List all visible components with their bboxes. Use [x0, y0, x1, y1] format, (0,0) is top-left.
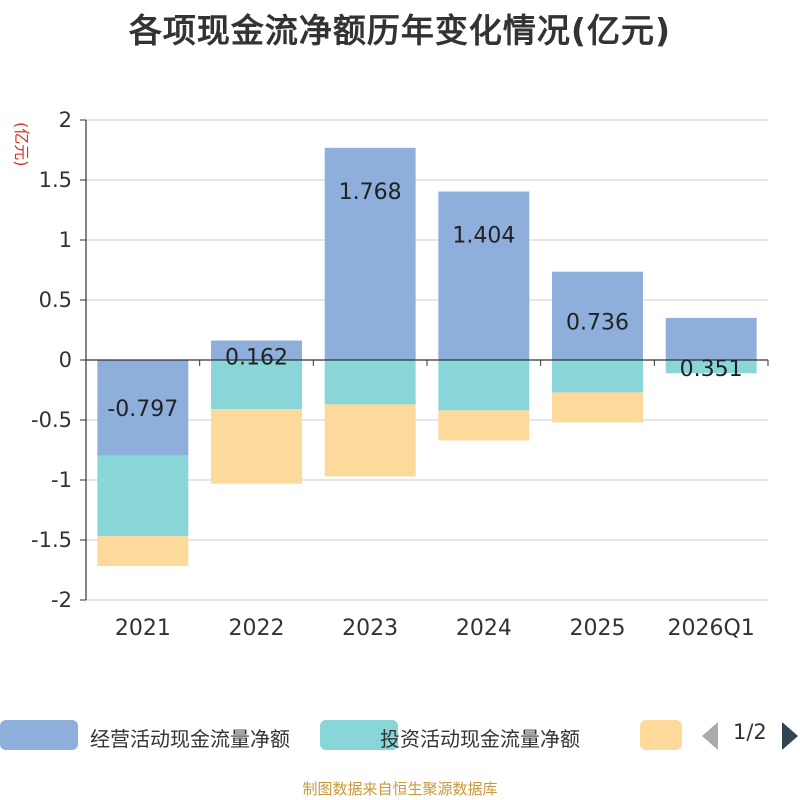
y-tick-label: -2 [51, 588, 72, 612]
y-tick-label: 1.5 [39, 168, 72, 192]
bar-s2-2025 [552, 392, 643, 423]
bar-s1-2026Q1 [665, 360, 757, 374]
legend-label-operating: 经营活动现金流量净额 [90, 727, 290, 751]
legend-page-indicator: 1/2 [733, 720, 767, 744]
bar-s1-2025 [552, 360, 643, 393]
bar-series [97, 147, 757, 567]
grid-lines [86, 119, 768, 601]
bar-s2-2024 [438, 410, 530, 441]
bar-s0-2024 [438, 191, 530, 360]
bar-s2-2021 [97, 536, 189, 567]
legend-swatch-operating [0, 720, 78, 750]
bar-s0-2022 [211, 340, 302, 360]
legend-label-investing: 投资活动现金流量净额 [380, 727, 580, 751]
data-label-2022: 0.162 [225, 346, 288, 371]
x-tick-label: 2023 [342, 616, 398, 641]
bar-s2-2023 [324, 404, 416, 477]
y-tick-label: 2 [59, 108, 72, 132]
chart-canvas: 2 1.5 1 0.5 0 -0.5 -1 -1.5 -2 2021 2022 2023 2024 202… [31, 108, 769, 641]
bar-s0-2023 [324, 147, 416, 360]
y-tick-label: -1 [51, 468, 72, 492]
y-tick-label: 0.5 [39, 288, 72, 312]
y-axis-unit: (亿元) [12, 122, 31, 167]
legend-prev-page-icon[interactable] [702, 722, 718, 750]
y-tick-label: 0 [59, 348, 72, 372]
bar-s0-2025 [552, 271, 643, 360]
x-tick-label: 2026Q1 [668, 616, 755, 641]
legend-swatch-investing [320, 720, 398, 750]
chart-title: 各项现金流净额历年变化情况(亿元) [128, 11, 672, 50]
y-tick-label: -1.5 [31, 528, 72, 552]
y-tick-label: 1 [59, 228, 72, 252]
data-label-2024: 1.404 [452, 224, 515, 249]
data-labels: -0.797 0.162 1.768 1.404 0.736 0.351 [107, 180, 742, 422]
bar-s1-2023 [324, 360, 416, 405]
x-tick-label: 2025 [570, 616, 626, 641]
data-label-2023: 1.768 [339, 180, 402, 205]
x-tick-label: 2022 [229, 616, 285, 641]
x-tick-label: 2021 [115, 616, 171, 641]
bar-s1-2024 [438, 360, 530, 411]
data-label-2025: 0.736 [566, 311, 629, 336]
bar-s0-2026Q1 [665, 317, 757, 360]
x-tick-label: 2024 [456, 616, 512, 641]
legend-next-page-icon[interactable] [782, 722, 798, 750]
bar-s1-2022 [211, 360, 302, 410]
y-tick-label: -0.5 [31, 408, 72, 432]
axes: 2 1.5 1 0.5 0 -0.5 -1 -1.5 -2 2021 2022 2023 2024 202… [31, 108, 769, 641]
bar-s1-2021 [97, 455, 189, 537]
bar-s2-2022 [211, 409, 302, 484]
legend-swatch-financing [640, 720, 682, 750]
data-label-2021: -0.797 [107, 397, 178, 422]
data-source-note: 制图数据来自恒生聚源数据库 [302, 780, 498, 798]
bar-s0-2021 [97, 360, 189, 456]
data-label-2026Q1: 0.351 [680, 357, 743, 382]
legend: 经营活动现金流量净额 投资活动现金流量净额 1/2 [0, 712, 800, 762]
